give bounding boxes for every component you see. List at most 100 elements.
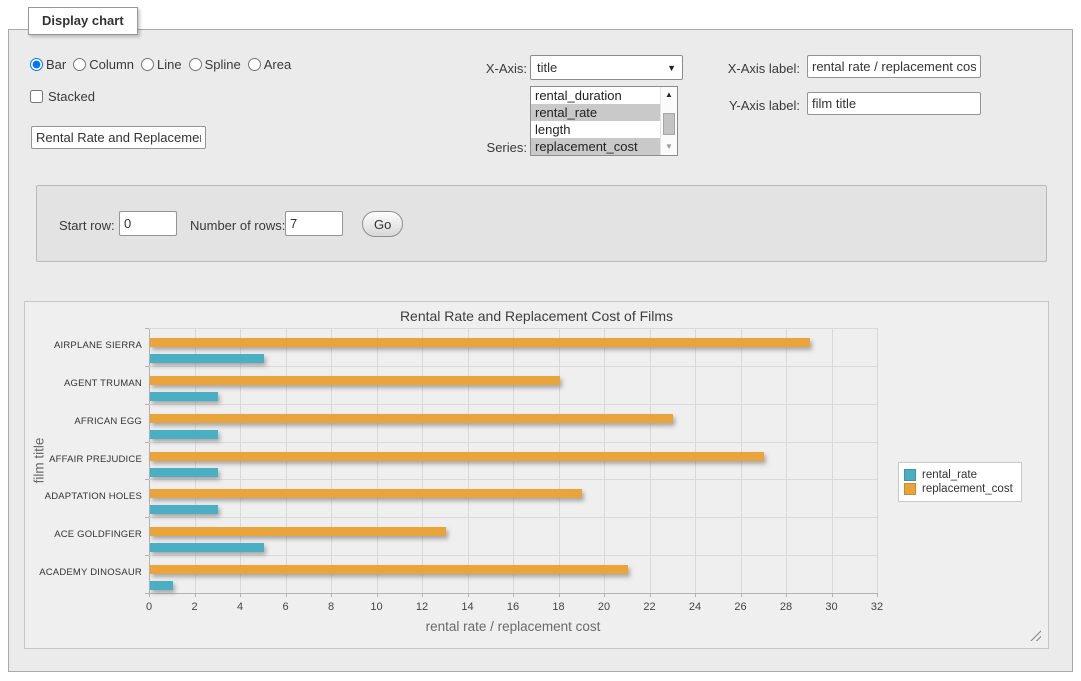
gridline-vertical [832,328,833,593]
y-axis-tick [145,328,149,329]
series-list-label: Series: [450,140,527,155]
legend-swatch-icon [904,469,916,481]
scroll-down-icon[interactable]: ▼ [661,140,677,154]
bar-replacement_cost [150,376,560,385]
x-axis-tick [877,593,878,597]
chart-type-radio-group: Bar Column Line Spline Area [30,57,298,72]
stacked-row: Stacked [30,89,95,104]
radio-bar[interactable] [30,58,43,71]
legend-item-replacement_cost[interactable]: replacement_cost [904,483,1013,495]
x-axis-tick-label: 4 [225,601,255,613]
bar-rental_rate [150,543,264,552]
radio-column-label[interactable]: Column [89,57,134,72]
listbox-scrollbar[interactable]: ▲ ▼ [660,87,677,155]
gridline-horizontal [149,328,877,329]
legend-swatch-icon [904,483,916,495]
x-axis-tick-label: 32 [862,601,892,613]
radio-area[interactable] [248,58,261,71]
gridline-horizontal [149,366,877,367]
bar-replacement_cost [150,414,673,423]
gridline-horizontal [149,593,877,594]
bar-rental_rate [150,581,173,590]
start-row-input[interactable] [119,211,177,236]
x-axis-tick-label: 30 [817,601,847,613]
gridline-horizontal [149,442,877,443]
y-axis-tick [145,366,149,367]
x-axis-tick-label: 28 [771,601,801,613]
x-axis-select-label: X-Axis: [450,61,527,76]
y-axis-label-input[interactable] [807,92,981,115]
category-label: AIRPLANE SIERRA [25,340,142,352]
gridline-vertical [786,328,787,593]
y-axis-tick [145,555,149,556]
bar-replacement_cost [150,527,446,536]
bar-replacement_cost [150,452,764,461]
stacked-label[interactable]: Stacked [48,89,95,104]
radio-area-label[interactable]: Area [264,57,291,72]
category-label: ACADEMY DINOSAUR [25,567,142,579]
x-axis-tick-label: 2 [180,601,210,613]
x-axis-tick-label: 24 [680,601,710,613]
x-axis-tick-label: 14 [453,601,483,613]
radio-line[interactable] [141,58,154,71]
x-axis-tick-label: 0 [134,601,164,613]
x-axis-tick-label: 16 [498,601,528,613]
chart-legend: rental_rate replacement_cost [898,462,1022,502]
gridline-vertical [877,328,878,593]
x-axis-tick-label: 12 [407,601,437,613]
y-axis-tick [145,517,149,518]
bar-replacement_cost [150,565,628,574]
go-button[interactable]: Go [362,211,403,237]
series-option-replacement_cost[interactable]: replacement_cost [531,138,660,155]
category-label: ACE GOLDFINGER [25,529,142,541]
series-option-length[interactable]: length [531,121,660,138]
series-option-rental_rate[interactable]: rental_rate [531,104,660,121]
bar-replacement_cost [150,338,810,347]
radio-bar-label[interactable]: Bar [46,57,66,72]
resize-grip-icon[interactable] [1030,630,1041,641]
x-axis-title: rental rate / replacement cost [149,619,877,634]
chart-container: Rental Rate and Replacement Cost of Film… [24,301,1049,649]
radio-spline[interactable] [189,58,202,71]
x-axis-select[interactable]: title ▼ [530,55,683,80]
chart-title-input[interactable] [31,126,206,149]
series-options: rental_durationrental_ratelengthreplacem… [531,87,660,155]
x-axis-tick-label: 26 [726,601,756,613]
gridline-horizontal [149,479,877,480]
y-axis-tick [145,593,149,594]
bar-rental_rate [150,392,218,401]
start-row-label: Start row: [59,218,115,233]
legend-item-rental_rate[interactable]: rental_rate [904,469,1013,481]
bar-rental_rate [150,505,218,514]
display-chart-page: Display chart Bar Column Line Spline Are… [0,0,1081,681]
bar-rental_rate [150,354,264,363]
y-axis-tick [145,479,149,480]
scroll-up-icon[interactable]: ▲ [661,88,677,102]
fieldset-legend: Display chart [28,7,138,35]
x-axis-tick-label: 20 [589,601,619,613]
gridline-horizontal [149,517,877,518]
radio-spline-label[interactable]: Spline [205,57,241,72]
series-option-rental_duration[interactable]: rental_duration [531,87,660,104]
row-range-panel [36,185,1047,262]
chart-title: Rental Rate and Replacement Cost of Film… [25,308,1048,324]
x-axis-label-caption: X-Axis label: [712,61,800,76]
x-axis-tick-label: 10 [362,601,392,613]
stacked-checkbox[interactable] [30,90,43,103]
bar-rental_rate [150,430,218,439]
number-of-rows-label: Number of rows: [190,218,285,233]
category-label: AGENT TRUMAN [25,378,142,390]
x-axis-tick-label: 18 [544,601,574,613]
x-axis-label-input[interactable] [807,55,981,78]
gridline-horizontal [149,404,877,405]
number-of-rows-input[interactable] [285,211,343,236]
x-axis-selected-value: title [537,60,557,75]
x-axis-tick-label: 22 [635,601,665,613]
series-listbox[interactable]: rental_durationrental_ratelengthreplacem… [530,86,678,156]
radio-line-label[interactable]: Line [157,57,182,72]
scrollbar-thumb[interactable] [663,113,675,135]
radio-column[interactable] [73,58,86,71]
y-axis-title: film title [32,410,47,510]
bar-replacement_cost [150,489,582,498]
x-axis-tick-label: 6 [271,601,301,613]
